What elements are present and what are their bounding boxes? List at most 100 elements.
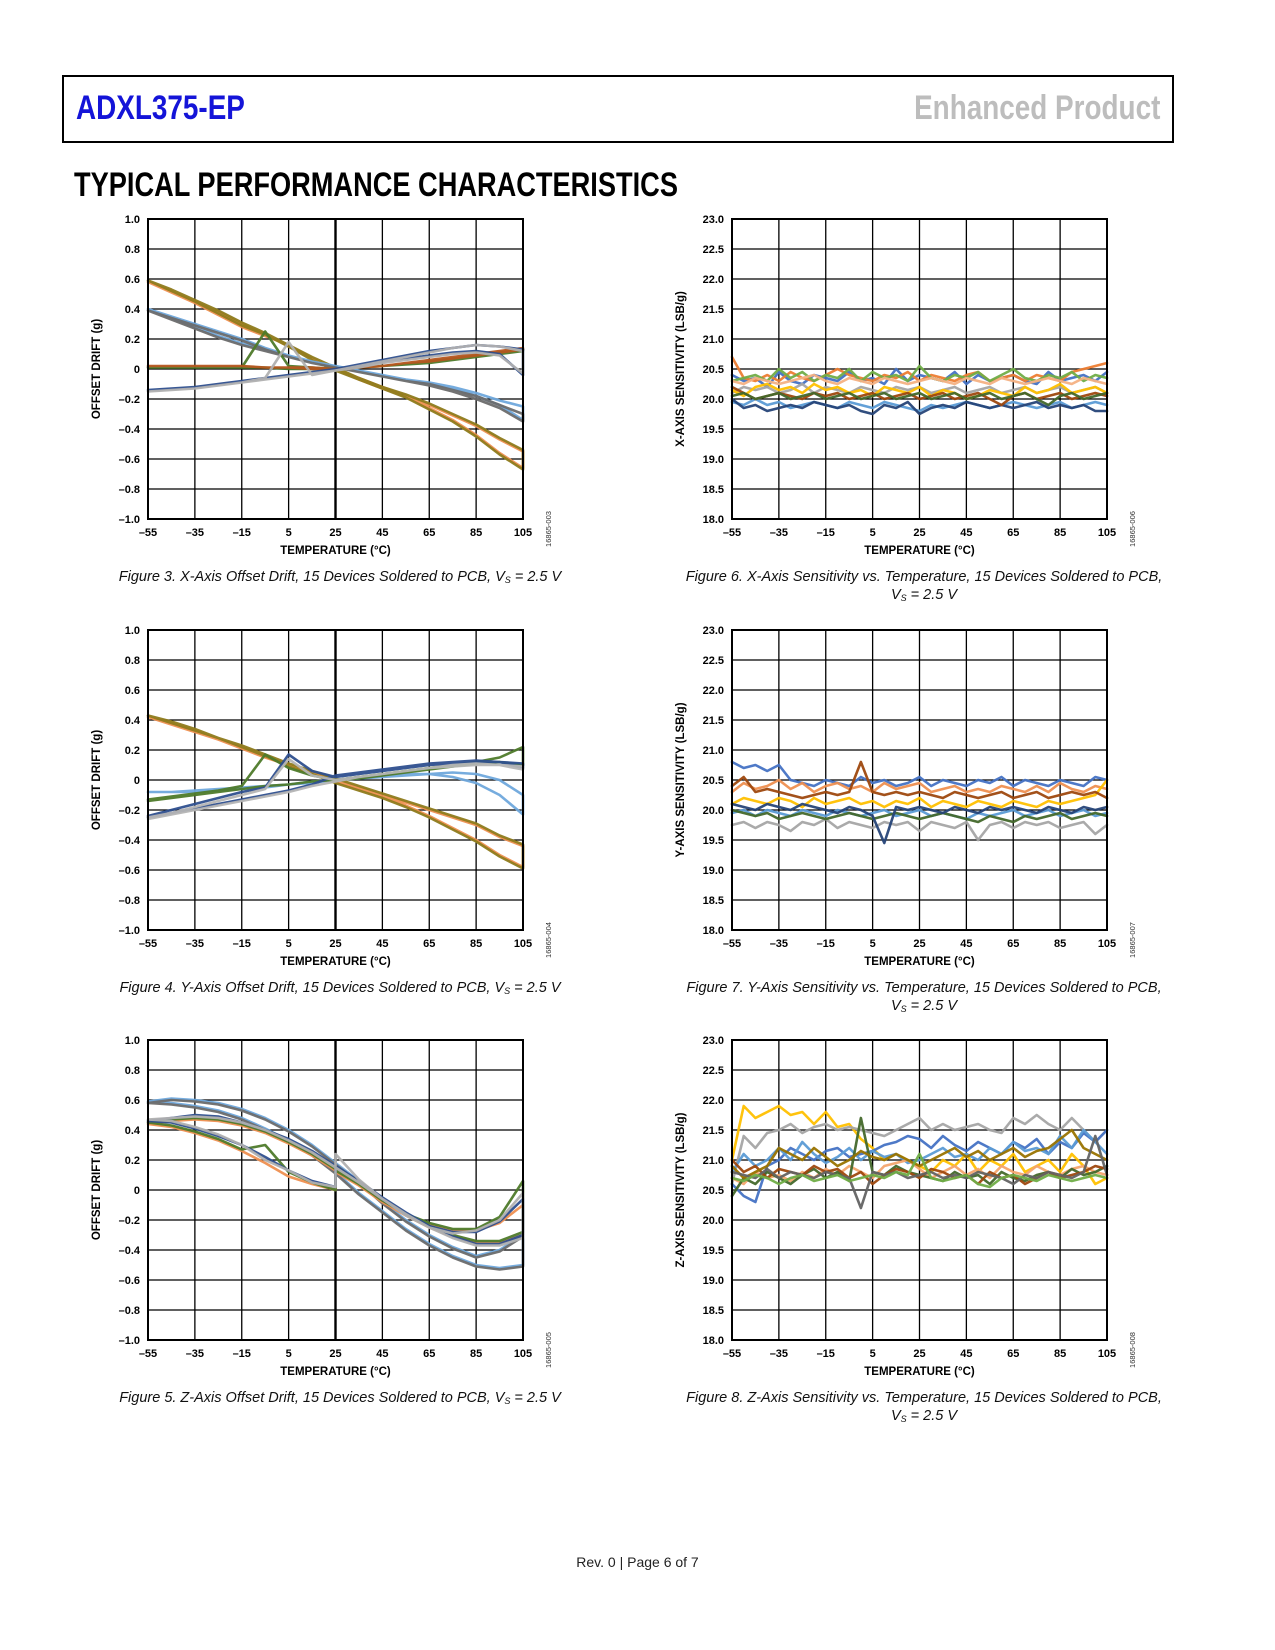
- x-tick-label: 85: [470, 1348, 482, 1360]
- y-tick-label: 21.0: [703, 1155, 724, 1167]
- x-tick-label: –35: [186, 1348, 204, 1360]
- series-line: [730, 760, 1109, 800]
- figure-tag: 16865-003: [544, 511, 553, 547]
- y-tick-label: 0: [134, 1185, 140, 1197]
- series-line: [730, 1128, 1109, 1180]
- x-tick-label: 45: [376, 938, 388, 950]
- y-tick-label: 0.4: [125, 304, 141, 316]
- x-tick-label: 25: [329, 527, 341, 539]
- x-tick-label: 65: [423, 938, 435, 950]
- x-tick-label: –55: [723, 938, 741, 950]
- figure-tag: 16865-008: [1128, 1332, 1137, 1368]
- y-tick-label: 20.0: [703, 1215, 724, 1227]
- plot-frame: [731, 629, 1108, 931]
- x-tick-label: 85: [1054, 527, 1066, 539]
- x-tick-label: –15: [233, 527, 251, 539]
- figure-caption: Figure 3. X-Axis Offset Drift, 15 Device…: [118, 569, 562, 585]
- y-tick-label: –0.4: [119, 424, 141, 436]
- x-axis-label: TEMPERATURE (°C): [864, 1366, 975, 1378]
- y-tick-label: 20.5: [703, 1185, 724, 1197]
- x-tick-label: 65: [1007, 527, 1019, 539]
- figure-tag: 16865-004: [544, 922, 553, 958]
- figure-4: –1.0 –0.8 –0.6 –0.4 –0.2 0 0.2 0.4 0.6 0.8 1.0 –55 –…: [62, 619, 622, 998]
- y-tick-label: 18.0: [703, 925, 724, 937]
- figure-caption: Figure 5. Z-Axis Offset Drift, 15 Device…: [119, 1390, 561, 1406]
- x-tick-label: 85: [1054, 1348, 1066, 1360]
- y-tick-label: 0.4: [125, 715, 141, 727]
- page-header: ADXL375-EP Enhanced Product: [62, 75, 1174, 143]
- figure-caption: Figure 8. Z-Axis Sensitivity vs. Tempera…: [686, 1390, 1162, 1424]
- series-line: [730, 1152, 1109, 1189]
- figure-tag: 16865-007: [1128, 922, 1137, 958]
- x-tick-label: –35: [186, 938, 204, 950]
- x-tick-label: 25: [913, 527, 925, 539]
- y-tick-label: 23.0: [703, 1035, 724, 1047]
- y-tick-label: 0.2: [125, 1155, 140, 1167]
- y-tick-label: –0.4: [119, 1245, 141, 1257]
- x-tick-label: 45: [960, 938, 972, 950]
- y-axis-label: Z-AXIS SENSITIVITY (LSB/g): [675, 1112, 687, 1267]
- y-tick-label: 21.5: [703, 304, 724, 316]
- y-tick-label: 18.5: [703, 484, 724, 496]
- y-tick-label: 1.0: [125, 625, 140, 637]
- figure-6: 18.0 18.5 19.0 19.5 20.0 20.5 21.0 21.5 22.0 22.5…: [646, 208, 1206, 605]
- x-tick-label: –35: [770, 1348, 788, 1360]
- y-tick-label: 22.5: [703, 1065, 724, 1077]
- y-tick-label: 21.0: [703, 745, 724, 757]
- figure-caption: Figure 6. X-Axis Sensitivity vs. Tempera…: [685, 569, 1163, 603]
- x-tick-label: 25: [329, 1348, 341, 1360]
- y-tick-label: 0: [134, 364, 140, 376]
- series-line: [730, 373, 1109, 386]
- x-axis-label: TEMPERATURE (°C): [864, 956, 975, 968]
- x-axis-label: TEMPERATURE (°C): [280, 545, 391, 557]
- y-tick-label: 19.0: [703, 1275, 724, 1287]
- y-tick-label: –0.2: [119, 394, 140, 406]
- figure-5: –1.0 –0.8 –0.6 –0.4 –0.2 0 0.2 0.4 0.6 0.8 1.0 –55 –…: [62, 1029, 622, 1408]
- plot-frame: [147, 629, 524, 931]
- y-tick-label: –0.8: [119, 484, 140, 496]
- x-tick-label: –15: [817, 938, 835, 950]
- x-tick-label: 105: [1098, 527, 1116, 539]
- x-tick-label: –55: [139, 1348, 157, 1360]
- y-tick-label: 0.8: [125, 244, 140, 256]
- x-tick-label: 45: [376, 527, 388, 539]
- y-tick-label: 0.4: [125, 1125, 141, 1137]
- y-tick-label: –0.8: [119, 1305, 140, 1317]
- figure-tag: 16865-005: [544, 1332, 553, 1368]
- x-axis-label: TEMPERATURE (°C): [280, 1366, 391, 1378]
- y-tick-label: 19.0: [703, 454, 724, 466]
- plot-frame: [147, 1039, 524, 1341]
- y-tick-label: 18.0: [703, 514, 724, 526]
- figure-3: –1.0 –0.8 –0.6 –0.4 –0.2 0 0.2 0.4 0.6 0.8 1.0 –55 –…: [62, 208, 622, 587]
- y-tick-label: –0.6: [119, 865, 140, 877]
- x-tick-label: 45: [960, 527, 972, 539]
- x-tick-label: 45: [960, 1348, 972, 1360]
- y-tick-label: –0.2: [119, 805, 140, 817]
- x-tick-label: –35: [186, 527, 204, 539]
- section-title: TYPICAL PERFORMANCE CHARACTERISTICS: [74, 166, 678, 204]
- y-tick-label: 20.5: [703, 364, 724, 376]
- y-tick-label: 19.5: [703, 424, 724, 436]
- plot-frame: [731, 1039, 1108, 1341]
- x-axis-label: TEMPERATURE (°C): [280, 956, 391, 968]
- y-axis-label: OFFSET DRIFT (g): [91, 319, 103, 419]
- page-footer: Rev. 0 | Page 6 of 7: [576, 1554, 699, 1570]
- x-tick-label: 105: [514, 938, 532, 950]
- y-tick-label: 22.5: [703, 655, 724, 667]
- y-tick-label: 0: [134, 775, 140, 787]
- figure-tag: 16865-006: [1128, 511, 1137, 547]
- y-axis-label: X-AXIS SENSITIVITY (LSB/g): [675, 291, 687, 447]
- x-tick-label: 105: [514, 527, 532, 539]
- x-tick-label: 105: [1098, 938, 1116, 950]
- x-tick-label: 5: [870, 938, 876, 950]
- y-tick-label: 0.8: [125, 655, 140, 667]
- y-tick-label: 19.5: [703, 1245, 724, 1257]
- series-line: [730, 760, 1109, 788]
- x-tick-label: 25: [913, 938, 925, 950]
- series-line: [730, 397, 1109, 416]
- chart-fig3: –1.0 –0.8 –0.6 –0.4 –0.2 0 0.2 0.4 0.6 0.8 1.0 –55 –…: [91, 214, 553, 557]
- series-line: [730, 1113, 1109, 1186]
- y-tick-label: –0.4: [119, 835, 141, 847]
- product-name: ADXL375-EP: [76, 89, 245, 127]
- y-tick-label: 0.2: [125, 745, 140, 757]
